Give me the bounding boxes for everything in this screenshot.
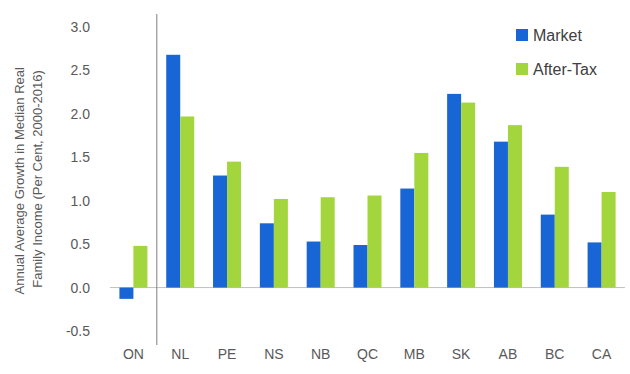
y-tick-label: 2.5	[71, 62, 91, 78]
bars	[119, 55, 615, 299]
bar	[354, 245, 368, 288]
bar	[494, 142, 508, 288]
x-tick-label: MB	[404, 346, 425, 362]
x-tick-label: AB	[499, 346, 518, 362]
bar	[555, 167, 569, 288]
x-tick-label: NS	[264, 346, 283, 362]
bar	[213, 176, 227, 288]
y-axis: -0.5 0.0 0.5 1.0 1.5 2.0 2.5 3.0	[66, 19, 90, 339]
y-axis-title: Annual Average Growth in Median Real Fam…	[12, 63, 45, 294]
bar	[508, 125, 522, 287]
separator	[156, 14, 157, 345]
bar	[461, 103, 475, 288]
bar	[180, 116, 194, 287]
y-tick-label: -0.5	[66, 323, 90, 339]
y-tick-label: 1.0	[71, 193, 91, 209]
chart: -0.5 0.0 0.5 1.0 1.5 2.0 2.5 3.0 Annual Average …	[0, 0, 630, 374]
y-tick-label: 0.5	[71, 236, 91, 252]
legend-label: After-Tax	[533, 61, 597, 78]
legend-label: Market	[533, 27, 582, 44]
x-tick-label: NL	[171, 346, 189, 362]
chart-container: -0.5 0.0 0.5 1.0 1.5 2.0 2.5 3.0 Annual Average …	[0, 0, 630, 374]
legend: Market After-Tax	[516, 27, 597, 78]
x-tick-label: NB	[311, 346, 330, 362]
x-tick-label: CA	[592, 346, 612, 362]
y-axis-label: Annual Average Growth in Median Real Fam…	[12, 63, 45, 294]
y-tick-label: 3.0	[71, 19, 91, 35]
bar	[274, 199, 288, 288]
bar	[541, 215, 555, 288]
legend-swatch	[516, 29, 528, 41]
x-tick-label: PE	[218, 346, 237, 362]
bar	[133, 246, 147, 288]
x-tick-label: BC	[545, 346, 564, 362]
bar	[588, 242, 602, 287]
bar	[414, 153, 428, 288]
y-tick-label: 1.5	[71, 149, 91, 165]
y-tick-label: 2.0	[71, 106, 91, 122]
x-tick-label: SK	[452, 346, 471, 362]
bar	[307, 242, 321, 288]
legend-swatch	[516, 63, 528, 75]
x-axis: ON NL PE NS NB QC MB SK AB BC CA	[123, 346, 612, 362]
bar	[321, 197, 335, 287]
bar	[227, 162, 241, 288]
bar	[368, 196, 382, 288]
y-tick-label: 0.0	[71, 280, 91, 296]
bar	[166, 55, 180, 288]
x-tick-label: QC	[357, 346, 378, 362]
bar	[602, 192, 616, 288]
bar	[447, 94, 461, 288]
x-tick-label: ON	[123, 346, 144, 362]
bar	[260, 223, 274, 287]
bar	[400, 189, 414, 288]
bar	[119, 288, 133, 299]
